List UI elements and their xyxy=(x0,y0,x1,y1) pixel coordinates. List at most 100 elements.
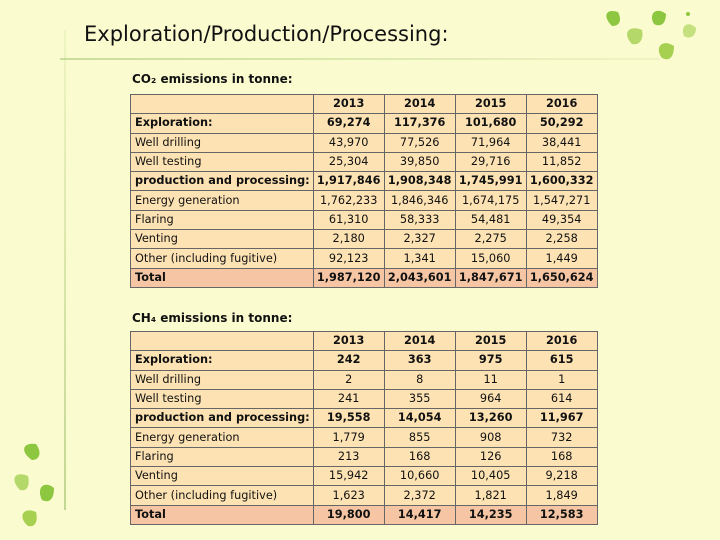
total-value-cell: 1,650,624 xyxy=(525,267,598,288)
table-row: Energy generation 1,762,233 1,846,346 1,674… xyxy=(130,190,598,211)
value-cell: 1,449 xyxy=(525,248,598,269)
value-cell: 15,942 xyxy=(312,466,385,487)
table-row: Venting 15,942 10,660 10,405 9,218 xyxy=(130,466,598,487)
value-cell: 614 xyxy=(525,388,598,410)
ch4-section-label: CH₄ emissions in tonne: xyxy=(132,311,293,325)
year-header: 2015 xyxy=(454,93,527,115)
value-cell: 2,327 xyxy=(383,229,456,250)
value-cell: 2,258 xyxy=(525,229,598,250)
value-cell: 355 xyxy=(383,388,456,410)
row-label: Well drilling xyxy=(130,369,314,390)
table-row: production and processing: 1,917,846 1,908… xyxy=(130,171,598,192)
value-cell: 13,260 xyxy=(454,408,527,429)
value-cell: 2 xyxy=(312,369,385,390)
value-cell: 19,558 xyxy=(312,408,385,429)
table-row: Flaring 213 168 126 168 xyxy=(130,446,598,468)
value-cell: 8 xyxy=(383,369,456,390)
table-row: Well testing 25,304 39,850 29,716 11,852 xyxy=(130,151,598,173)
value-cell: 69,274 xyxy=(312,113,385,134)
value-cell: 732 xyxy=(525,427,598,448)
row-label: production and processing: xyxy=(130,408,314,429)
total-value-cell: 2,043,601 xyxy=(383,267,456,288)
total-label: Total xyxy=(130,504,314,525)
value-cell: 9,218 xyxy=(525,466,598,487)
value-cell: 242 xyxy=(312,350,385,371)
table-row: Energy generation 1,779 855 908 732 xyxy=(130,427,598,448)
year-header: 2014 xyxy=(383,93,456,115)
row-label: Flaring xyxy=(130,446,314,468)
value-cell: 1,849 xyxy=(525,485,598,506)
total-row: Total 19,800 14,417 14,235 12,583 xyxy=(130,504,598,525)
value-cell: 77,526 xyxy=(383,132,456,153)
co2-section-label: CO₂ emissions in tonne: xyxy=(132,72,293,86)
value-cell: 11,852 xyxy=(525,151,598,173)
value-cell: 363 xyxy=(383,350,456,371)
value-cell: 168 xyxy=(525,446,598,468)
value-cell: 126 xyxy=(454,446,527,468)
value-cell: 615 xyxy=(525,350,598,371)
value-cell: 2,275 xyxy=(454,229,527,250)
table-row: Well drilling 2 8 11 1 xyxy=(130,369,598,390)
row-label: Energy generation xyxy=(130,190,314,211)
value-cell: 1,600,332 xyxy=(525,171,598,192)
row-label: Exploration: xyxy=(130,113,314,134)
total-value-cell: 19,800 xyxy=(312,504,385,525)
table-header-row: 2013 2014 2015 2016 xyxy=(130,93,598,115)
value-cell: 1,821 xyxy=(454,485,527,506)
row-label: Other (including fugitive) xyxy=(130,248,314,269)
slide-title: Exploration/Production/Processing: xyxy=(84,22,449,46)
value-cell: 213 xyxy=(312,446,385,468)
table-row: Other (including fugitive) 1,623 2,372 1,82… xyxy=(130,485,598,506)
row-label: Well testing xyxy=(130,151,314,173)
value-cell: 975 xyxy=(454,350,527,371)
row-label: Venting xyxy=(130,466,314,487)
value-cell: 11 xyxy=(454,369,527,390)
value-cell: 1,745,991 xyxy=(454,171,527,192)
value-cell: 10,405 xyxy=(454,466,527,487)
value-cell: 964 xyxy=(454,388,527,410)
value-cell: 39,850 xyxy=(383,151,456,173)
row-label: Exploration: xyxy=(130,350,314,371)
value-cell: 168 xyxy=(383,446,456,468)
title-underline xyxy=(60,58,660,60)
table-row: Venting 2,180 2,327 2,275 2,258 xyxy=(130,229,598,250)
value-cell: 117,376 xyxy=(383,113,456,134)
value-cell: 1,846,346 xyxy=(383,190,456,211)
total-value-cell: 1,987,120 xyxy=(312,267,385,288)
total-row: Total 1,987,120 2,043,601 1,847,671 1,650,62… xyxy=(130,267,598,288)
value-cell: 71,964 xyxy=(454,132,527,153)
header-blank-cell xyxy=(130,330,314,352)
total-value-cell: 14,235 xyxy=(454,504,527,525)
row-label: Energy generation xyxy=(130,427,314,448)
value-cell: 908 xyxy=(454,427,527,448)
value-cell: 61,310 xyxy=(312,209,385,231)
value-cell: 49,354 xyxy=(525,209,598,231)
value-cell: 2,180 xyxy=(312,229,385,250)
value-cell: 54,481 xyxy=(454,209,527,231)
row-label: Venting xyxy=(130,229,314,250)
row-label: Flaring xyxy=(130,209,314,231)
value-cell: 15,060 xyxy=(454,248,527,269)
year-header: 2013 xyxy=(312,93,385,115)
total-label: Total xyxy=(130,267,314,288)
total-value-cell: 1,847,671 xyxy=(454,267,527,288)
leaf-decoration-top-right-icon xyxy=(606,10,696,60)
value-cell: 50,292 xyxy=(525,113,598,134)
value-cell: 241 xyxy=(312,388,385,410)
total-value-cell: 12,583 xyxy=(525,504,598,525)
header-blank-cell xyxy=(130,93,314,115)
value-cell: 1,623 xyxy=(312,485,385,506)
value-cell: 38,441 xyxy=(525,132,598,153)
year-header: 2015 xyxy=(454,330,527,352)
value-cell: 1,341 xyxy=(383,248,456,269)
value-cell: 29,716 xyxy=(454,151,527,173)
table-row: Exploration: 242 363 975 615 xyxy=(130,350,598,371)
table-row: Exploration: 69,274 117,376 101,680 50,292 xyxy=(130,113,598,134)
row-label: production and processing: xyxy=(130,171,314,192)
value-cell: 1 xyxy=(525,369,598,390)
row-label: Well testing xyxy=(130,388,314,410)
left-vertical-rule xyxy=(64,30,66,510)
table-row: Well drilling 43,970 77,526 71,964 38,441 xyxy=(130,132,598,153)
value-cell: 855 xyxy=(383,427,456,448)
value-cell: 1,674,175 xyxy=(454,190,527,211)
